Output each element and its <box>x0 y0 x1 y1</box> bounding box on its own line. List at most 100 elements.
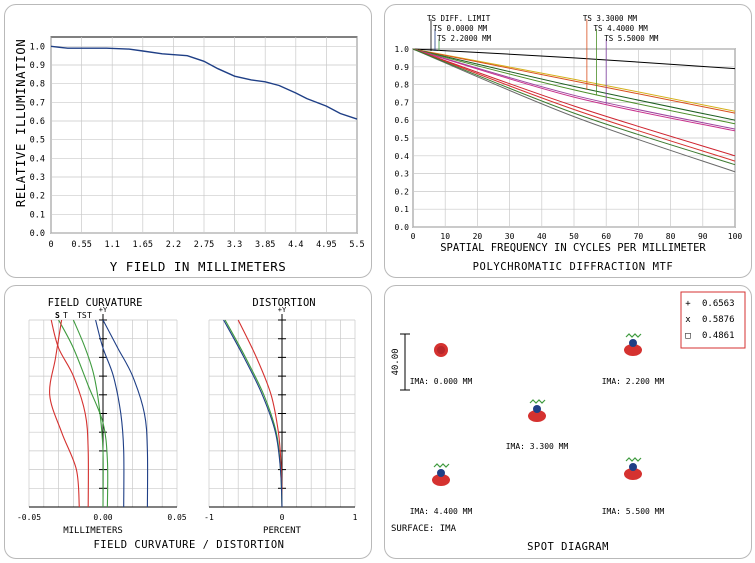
chart-xlabel: Y FIELD IN MILLIMETERS <box>110 259 287 274</box>
x-tick-label: 10 <box>440 232 450 241</box>
spot <box>432 463 450 486</box>
legend-symbol: x <box>685 315 691 325</box>
x-tick-label: 3.3 <box>227 240 242 250</box>
surface-label: SURFACE: IMA <box>391 524 457 534</box>
legend-entry: TS 0.0000 MM <box>433 24 488 33</box>
spot <box>434 343 448 357</box>
distortion-title: DISTORTION <box>252 297 315 309</box>
legend-entry: TS 4.4000 MM <box>594 24 649 33</box>
x-tick-label: 0 <box>48 240 53 250</box>
spot <box>528 399 546 422</box>
spot-blue <box>629 463 637 471</box>
spot-green <box>625 333 642 338</box>
mtf-line <box>412 48 736 121</box>
y-tick-label: 1.0 <box>395 45 410 54</box>
legend-box <box>680 291 746 349</box>
x-tick-label: 0.05 <box>167 513 186 522</box>
mtf-line <box>412 48 736 173</box>
y-tick-label: 0.6 <box>395 116 410 125</box>
spot-blue <box>533 405 541 413</box>
field-curvature-title: FIELD CURVATURE <box>48 297 143 309</box>
legend-entry: TS 5.5000 MM <box>604 34 659 43</box>
mtf-line <box>412 48 736 157</box>
chart-title: POLYCHROMATIC DIFFRACTION MTF <box>473 261 674 273</box>
spot-green <box>625 457 642 462</box>
x-tick-label: 100 <box>728 232 743 241</box>
y-tick-label: 0.1 <box>395 205 410 214</box>
x-tick-label: 1 <box>353 513 358 522</box>
x-tick-label: 30 <box>505 232 515 241</box>
y-tick-label: 0.2 <box>395 187 410 196</box>
legend-value: 0.4861 <box>702 331 735 341</box>
y-tick-label: 0.8 <box>395 81 410 90</box>
spot <box>624 457 642 480</box>
mtf-line <box>412 48 736 114</box>
x-tick-label: 20 <box>473 232 483 241</box>
y-tick-label: 0.4 <box>395 152 410 161</box>
field-curvature-line <box>49 319 80 508</box>
mtf-line <box>412 48 736 166</box>
relative-illumination-panel: 0 0.55 1.1 1.65 2.2 2.75 3.3 3.85 4.4 4.95 5.5 0.0 0… <box>4 4 372 278</box>
legend-entry: TS <box>77 311 87 320</box>
mtf-line <box>412 48 736 162</box>
spot-label: IMA: 0.000 MM <box>410 377 473 386</box>
x-tick-label: 0 <box>411 232 416 241</box>
y-tick-label: 0.7 <box>395 98 410 107</box>
y-tick-label: 0.1 <box>30 210 45 220</box>
spot-green <box>529 399 546 404</box>
y-tick-label: 0.7 <box>30 98 45 108</box>
distortion-xlabel: PERCENT <box>263 526 302 536</box>
legend-value: 0.6563 <box>702 299 735 309</box>
field-curvature-line <box>72 319 104 508</box>
legend-entry: T <box>87 311 92 320</box>
relative-illumination-chart: 0 0.55 1.1 1.65 2.2 2.75 3.3 3.85 4.4 4.95 5.5 0.0 0… <box>13 36 365 274</box>
spot-blue <box>437 469 445 477</box>
spot-diagram-title: SPOT DIAGRAM <box>527 541 609 553</box>
x-tick-label: 4.95 <box>316 240 336 250</box>
mtf-line <box>412 48 736 125</box>
field-curvature-line <box>102 319 149 508</box>
y-tick-label: 0.5 <box>395 134 410 143</box>
y-axis-label: +Y <box>99 306 108 314</box>
x-tick-label: 0 <box>280 513 285 522</box>
y-tick-label: 0.9 <box>30 61 45 71</box>
mtf-chart: 0 10 20 30 40 50 60 70 80 90 100 0.0 0.1 0.2 0.3 0.4 0.5… <box>395 14 743 273</box>
distortion-line <box>237 319 283 508</box>
x-tick-label: 2.2 <box>166 240 181 250</box>
field-curvature-line <box>58 319 109 508</box>
spot-red <box>528 410 546 422</box>
field-curvature-xlabel: MILLIMETERS <box>63 526 123 536</box>
spot-label: IMA: 3.300 MM <box>506 442 569 451</box>
spot-label: IMA: 2.200 MM <box>602 377 665 386</box>
y-tick-label: 0.9 <box>395 63 410 72</box>
y-tick-label: 0.3 <box>395 170 410 179</box>
field-curvature-distortion-panel: +Y -0.05 0.00 0.05 +Y -1 0 1 FIELD CURVATURE D… <box>4 285 372 559</box>
spot <box>624 333 642 356</box>
legend-value: 0.5876 <box>702 315 735 325</box>
y-tick-label: 1.0 <box>30 42 45 52</box>
x-tick-label: 70 <box>634 232 644 241</box>
spot-diagram: +0.6563 x 0.5876 □ 0.4861 40.00 IMA: 0.000 M… <box>391 291 746 553</box>
scale-bar-label: 40.00 <box>391 348 401 375</box>
spot-red <box>624 468 642 480</box>
x-tick-label: 0.00 <box>93 513 112 522</box>
distortion-line <box>223 319 283 508</box>
x-tick-label: -0.05 <box>17 513 41 522</box>
legend-entry: T <box>63 311 68 320</box>
x-tick-label: 2.75 <box>194 240 214 250</box>
y-axis-label: +Y <box>278 306 287 314</box>
spot-label: IMA: 5.500 MM <box>602 507 665 516</box>
mtf-panel: 0 10 20 30 40 50 60 70 80 90 100 0.0 0.1 0.2 0.3 0.4 0.5… <box>384 4 752 278</box>
chart-ylabel: RELATIVE ILLUMINATION <box>13 39 28 208</box>
x-tick-label: 3.85 <box>255 240 275 250</box>
x-tick-label: 1.1 <box>105 240 120 250</box>
field-curvature-distortion-chart: +Y -0.05 0.00 0.05 +Y -1 0 1 FIELD CURVATURE D… <box>17 297 358 551</box>
spot-blue <box>629 339 637 347</box>
legend-symbol: + <box>685 299 691 309</box>
x-tick-label: 60 <box>601 232 611 241</box>
x-tick-label: -1 <box>204 513 214 522</box>
legend-entry: TS 2.2000 MM <box>437 34 492 43</box>
spot-core <box>437 346 445 354</box>
y-tick-label: 0.0 <box>395 223 410 232</box>
x-tick-label: 40 <box>537 232 547 241</box>
